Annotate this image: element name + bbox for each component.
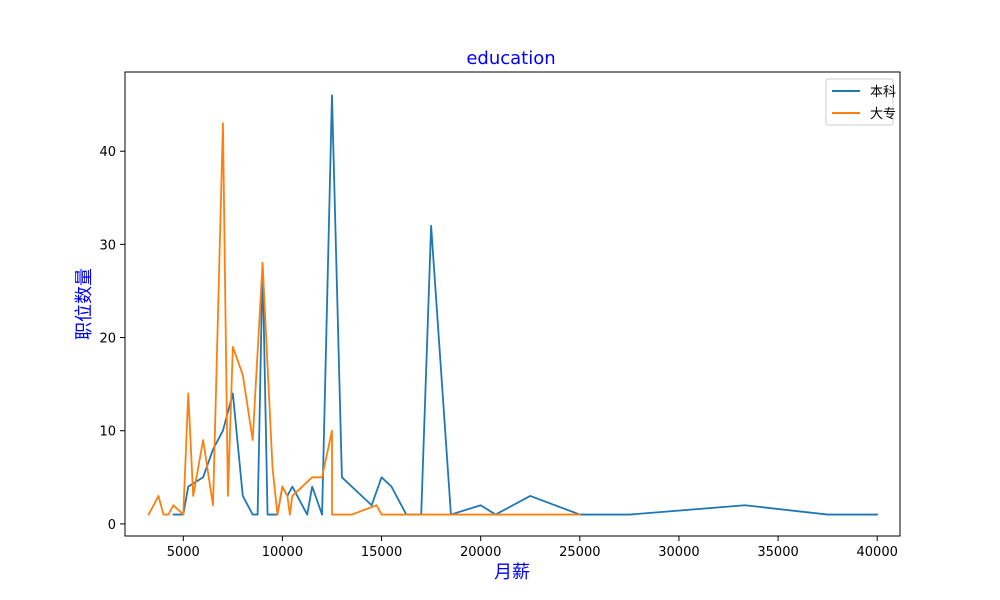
y-tick-label: 10 <box>99 425 116 440</box>
plot-area: 5000 10000 15000 20000 25000 30000 35000 40000 0… <box>99 94 898 560</box>
series-line-1 <box>147 122 581 516</box>
y-tick-label: 30 <box>99 238 116 253</box>
chart-title: education <box>466 48 555 69</box>
x-tick-label: 15000 <box>361 545 402 560</box>
x-tick-label: 20000 <box>460 545 501 560</box>
x-tick-label: 10000 <box>262 545 303 560</box>
y-tick-label: 20 <box>99 332 116 347</box>
x-tick-label: 30000 <box>658 545 699 560</box>
axes-frame <box>124 71 901 537</box>
series-line-0 <box>172 94 879 516</box>
legend-label: 大专 <box>870 107 896 122</box>
y-axis-title: 职位数量 <box>74 268 95 340</box>
x-tick-label: 25000 <box>559 545 600 560</box>
x-tick-label: 40000 <box>857 545 898 560</box>
x-tick-label: 5000 <box>167 545 200 560</box>
y-tick-label: 40 <box>99 145 116 160</box>
legend-label: 本科 <box>870 85 896 100</box>
x-axis-title: 月薪 <box>494 562 530 583</box>
x-tick-label: 35000 <box>757 545 798 560</box>
y-tick-label: 0 <box>108 518 116 533</box>
